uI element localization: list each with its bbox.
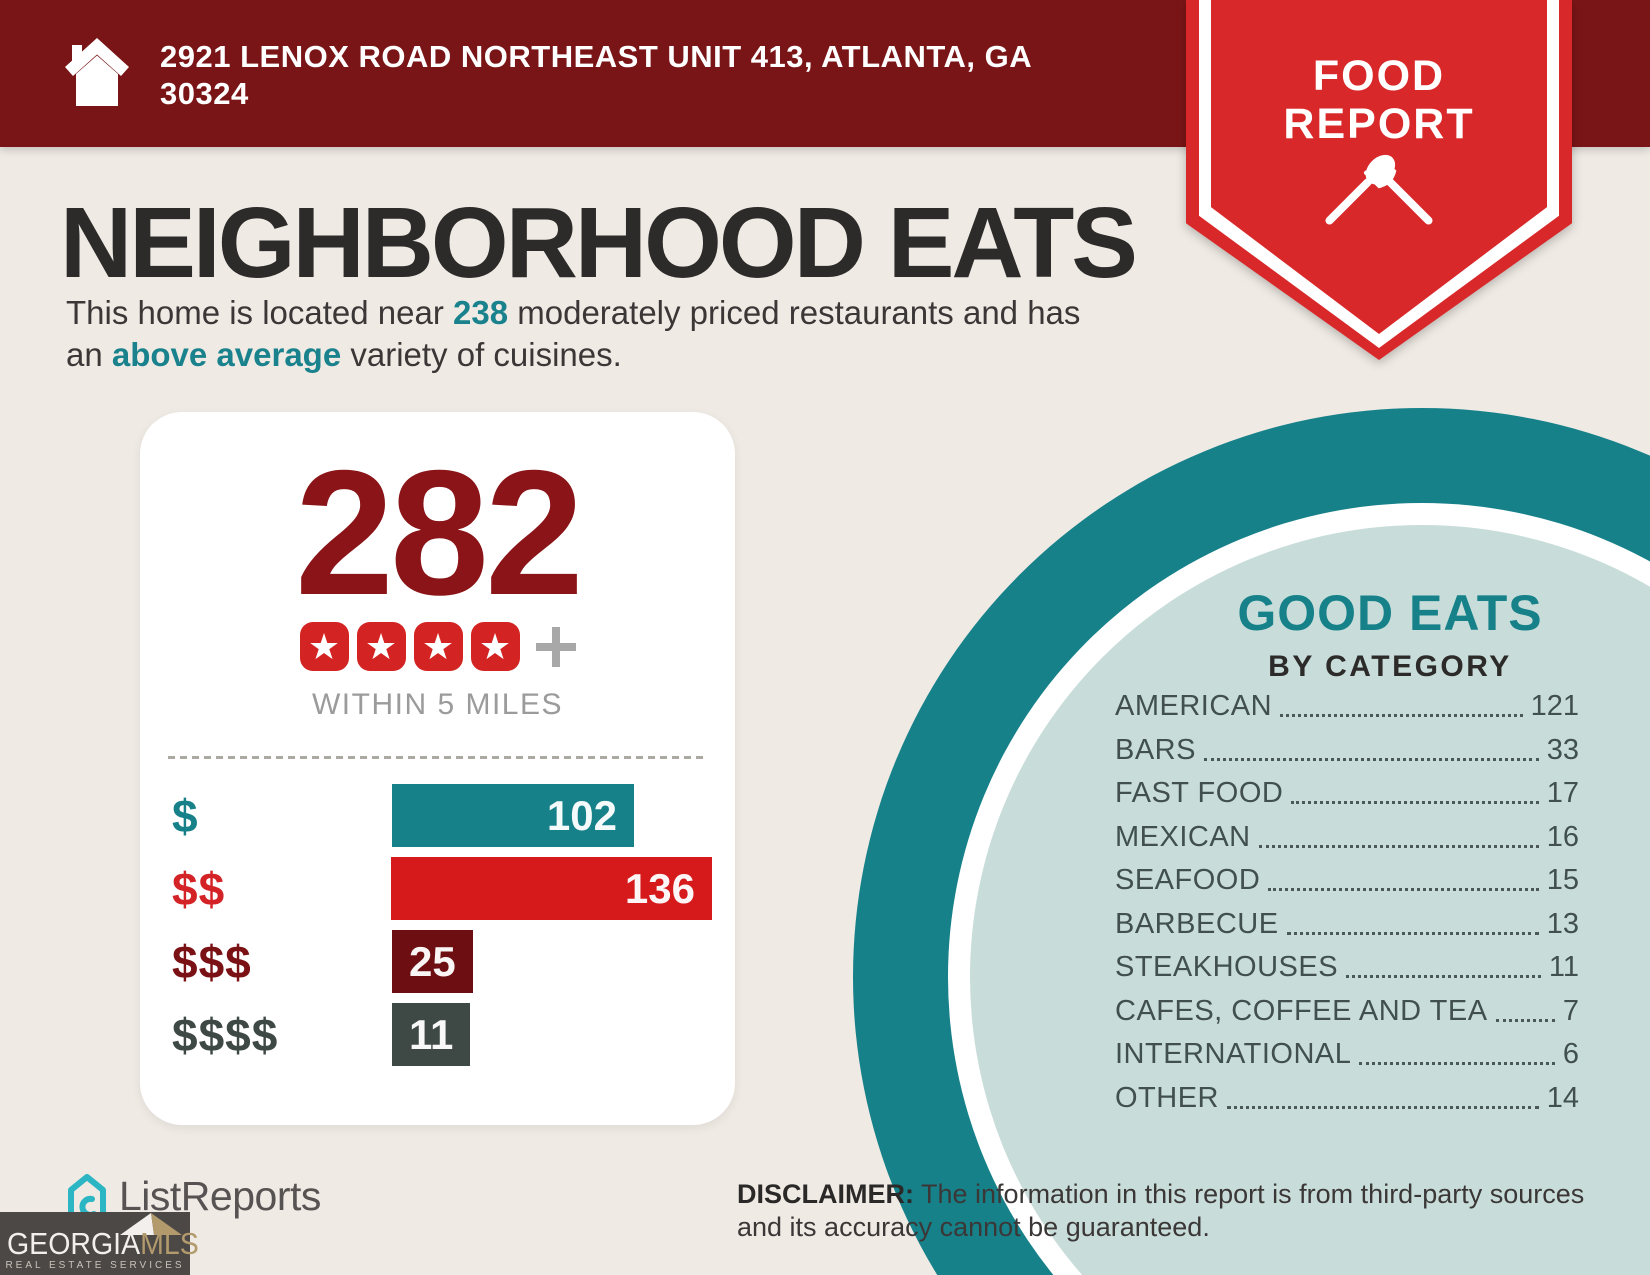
ribbon-title-line1: FOOD [1312,52,1446,100]
category-list: AMERICAN 121 BARS 33 FAST FOOD 17 MEXICAN 16 SEA… [1115,692,1579,1127]
category-value: 6 [1562,1038,1579,1070]
category-value: 16 [1546,820,1579,853]
price-tier-row: $$ 136 [172,857,712,920]
disclaimer: DISCLAIMER: The information in this repo… [737,1178,1597,1244]
star-icon: ★ [299,622,349,671]
plus-icon [535,626,576,667]
star-icon: ★ [413,622,463,671]
price-tier-value: 136 [624,864,695,912]
category-row: CAFES, COFFEE AND TEA 7 [1115,994,1579,1027]
category-value: 121 [1530,690,1579,722]
category-row: SEAFOOD 15 [1115,866,1579,895]
category-value: 17 [1546,777,1579,809]
price-tier-value: 102 [546,791,617,839]
category-row: BARBECUE 13 [1115,907,1579,940]
dotted-leader [1258,844,1539,848]
star-icon: ★ [356,622,406,671]
price-tier-row: $$$ 25 [172,930,712,993]
price-tier-label: $ [172,789,199,842]
category-row: AMERICAN 121 [1115,692,1579,721]
category-value: 7 [1562,994,1579,1027]
dashed-divider [168,756,708,759]
dotted-leader [1495,1018,1555,1022]
category-label: BARS [1115,733,1196,766]
category-row: FAST FOOD 17 [1115,779,1579,808]
subtitle-highlight: above average [111,336,342,373]
dotted-leader [1227,1105,1539,1109]
category-value: 14 [1546,1081,1579,1114]
price-tier-row: $$$$ 11 [172,1003,712,1066]
category-label: MEXICAN [1115,820,1251,853]
dotted-leader [1359,1062,1555,1065]
dotted-leader [1286,931,1539,935]
category-label: STEAKHOUSES [1115,951,1339,983]
price-tier-bar: 25 [392,930,473,993]
dotted-leader [1268,888,1539,891]
category-row: OTHER 14 [1115,1081,1579,1114]
category-value: 15 [1546,864,1579,896]
price-tier-label: $$$$ [172,1008,279,1061]
category-label: FAST FOOD [1115,777,1284,809]
listreports-wordmark: ListReports [119,1172,321,1219]
category-value: 33 [1546,733,1579,766]
subtitle-text: variety of cuisines. [341,336,622,373]
disclaimer-label: DISCLAIMER: [737,1179,914,1209]
subtitle-text: This home is located near [66,294,454,331]
restaurant-stats-card: 282 ★ ★ ★ ★ WITHIN 5 MILES $102 $$ 136 $$$ 25 $$… [140,412,735,1125]
ribbon-body: FOOD REPORT [1211,0,1547,334]
dotted-leader [1291,801,1539,804]
category-row: STEAKHOUSES 11 [1115,953,1579,982]
ribbon-title: FOOD REPORT [1211,52,1547,148]
category-label: AMERICAN [1115,690,1273,722]
mls-tagline: REAL ESTATE SERVICES [5,1260,185,1271]
category-value: 11 [1548,951,1579,983]
category-row: MEXICAN 16 [1115,820,1579,853]
category-row: INTERNATIONAL 6 [1115,1040,1579,1069]
category-label: CAFES, COFFEE AND TEA [1115,994,1488,1027]
star-icon: ★ [470,622,520,671]
subtitle-text: moderately priced restaurants and has an [66,294,1081,373]
radius-caption: WITHIN 5 MILES [311,688,564,721]
ribbon-title-line2: REPORT [1283,100,1475,148]
georgia-mls-logo: GEORGIAMLS REAL ESTATE SERVICES [0,1212,199,1275]
price-tier-value: 25 [409,937,456,985]
category-label: SEAFOOD [1115,864,1261,896]
category-label: INTERNATIONAL [1115,1038,1352,1070]
dotted-leader [1346,975,1541,978]
price-tier-bar: 102 [392,784,634,847]
page-title: NEIGHBORHOOD EATS [60,187,1138,299]
star-rating: ★ ★ ★ ★ [140,622,735,671]
listreports-logo: ListReports [63,1172,321,1220]
price-tier-row: $102 [172,784,712,847]
spoon-and-fork-icon [1325,154,1433,225]
subtitle-highlight: 238 [453,294,509,331]
dotted-leader [1203,757,1539,761]
price-tier-bar: 11 [392,1003,471,1066]
good-eats-subtitle: BY CATEGORY [1268,650,1512,683]
price-tier-bar: 136 [391,857,712,920]
mls-wordmark: GEORGIAMLS [7,1226,199,1261]
home-icon [65,38,129,106]
price-tier-bar-chart: $102 $$ 136 $$$ 25 $$$$ 11 [172,784,712,1076]
page-subtitle: This home is located near 238 moderately… [66,292,1111,376]
dotted-leader [1280,714,1523,717]
disclaimer-text: The information in this report is from t… [737,1179,1585,1242]
property-address: 2921 LENOX ROAD NORTHEAST UNIT 413, ATLA… [160,39,1031,111]
good-eats-heading: GOOD EATS BY CATEGORY [1160,584,1620,684]
category-row: BARS 33 [1115,733,1579,766]
category-label: BARBECUE [1115,907,1279,940]
food-report-ribbon: FOOD REPORT [1186,0,1572,360]
good-eats-title: GOOD EATS [1237,585,1543,641]
price-tier-value: 11 [409,1010,454,1058]
restaurant-count: 282 [295,433,584,632]
price-tier-label: $$$ [172,935,252,988]
price-tier-label: $$ [172,862,226,915]
mountain-icon [120,1213,182,1235]
category-value: 13 [1546,907,1579,940]
category-label: OTHER [1115,1081,1219,1114]
